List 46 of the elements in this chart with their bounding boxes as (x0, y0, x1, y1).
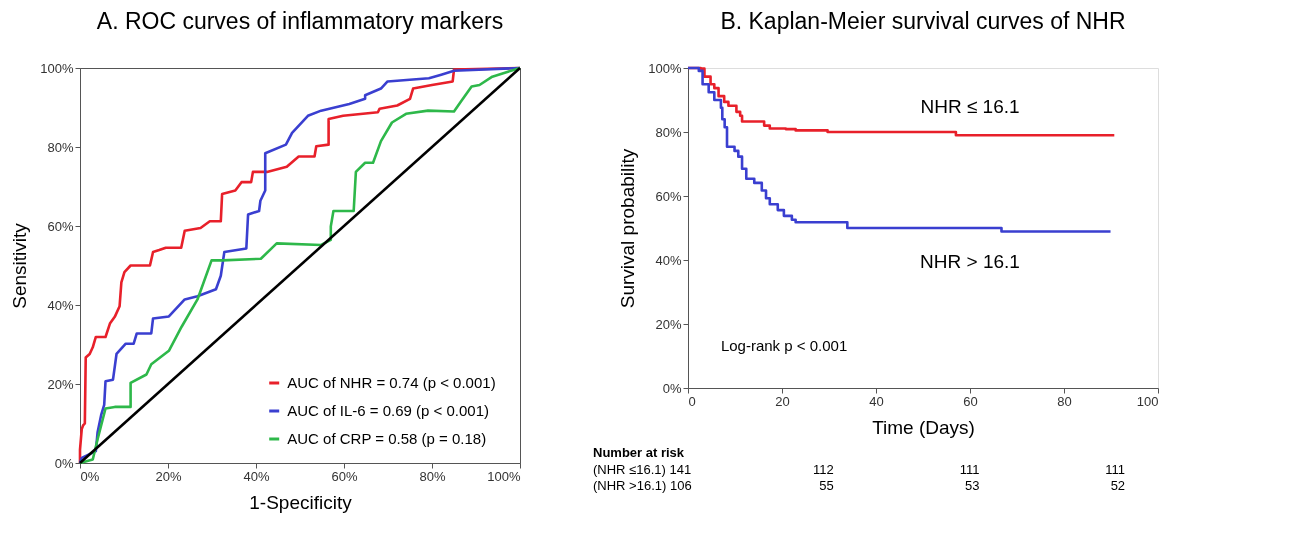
y-tick-label: 40% (655, 252, 682, 268)
x-tick-label: 60 (963, 393, 978, 409)
y-axis-title: Sensitivity (9, 222, 31, 309)
text: 55 (819, 478, 834, 493)
x-axis-title: 1-Specificity (249, 491, 353, 513)
x-tick-label: 100% (487, 468, 521, 484)
text: 111 (959, 462, 980, 477)
y-tick-label: 0% (54, 455, 74, 471)
series-label: NHR > 16.1 (920, 250, 1020, 272)
text: (NHR ≤16.1) 141 (593, 462, 692, 477)
y-tick-label: 20% (47, 376, 74, 392)
chart-title: B. Kaplan-Meier survival curves of NHR (720, 8, 1126, 34)
chart-title: A. ROC curves of inflammatory markers (96, 8, 504, 34)
y-tick-label: 100% (40, 60, 74, 76)
text: 53 (964, 478, 980, 493)
x-tick-label: 20 (775, 393, 790, 409)
line-series (78, 66, 522, 465)
text: 112 (812, 462, 834, 477)
y-tick-label: 60% (655, 188, 682, 204)
y-tick-label: 60% (47, 218, 74, 234)
y-tick-label: 100% (648, 60, 682, 76)
text: Number at risk (593, 445, 685, 460)
y-axis-title: Survival probability (617, 148, 639, 309)
text: (NHR >16.1) 106 (593, 478, 692, 493)
x-tick-label: 0 (688, 393, 696, 409)
y-tick-label: 80% (655, 124, 682, 140)
x-tick-label: 100 (1136, 393, 1159, 409)
y-tick-label: 0% (662, 380, 682, 396)
legend-label: AUC of CRP = 0.58 (p = 0.18) (287, 430, 487, 447)
y-tick-label: 40% (47, 297, 74, 313)
series-label: NHR ≤ 16.1 (920, 96, 1020, 118)
x-tick-label: 80% (419, 468, 446, 484)
y-tick-label: 20% (655, 316, 682, 332)
text: 111 (1105, 462, 1126, 477)
x-axis-title: Time (Days) (872, 416, 975, 438)
annotation: Log-rank p < 0.001 (720, 337, 848, 355)
legend-label: AUC of IL-6 = 0.69 (p < 0.001) (287, 402, 489, 419)
x-tick-label: 20% (155, 468, 182, 484)
x-tick-label: 60% (331, 468, 358, 484)
x-tick-label: 0% (80, 468, 100, 484)
y-tick-label: 80% (47, 139, 74, 155)
text: 52 (1110, 478, 1126, 493)
x-tick-label: 40% (243, 468, 270, 484)
legend-label: AUC of NHR = 0.74 (p < 0.001) (287, 374, 496, 391)
x-tick-label: 80 (1057, 393, 1072, 409)
x-tick-label: 40 (869, 393, 884, 409)
